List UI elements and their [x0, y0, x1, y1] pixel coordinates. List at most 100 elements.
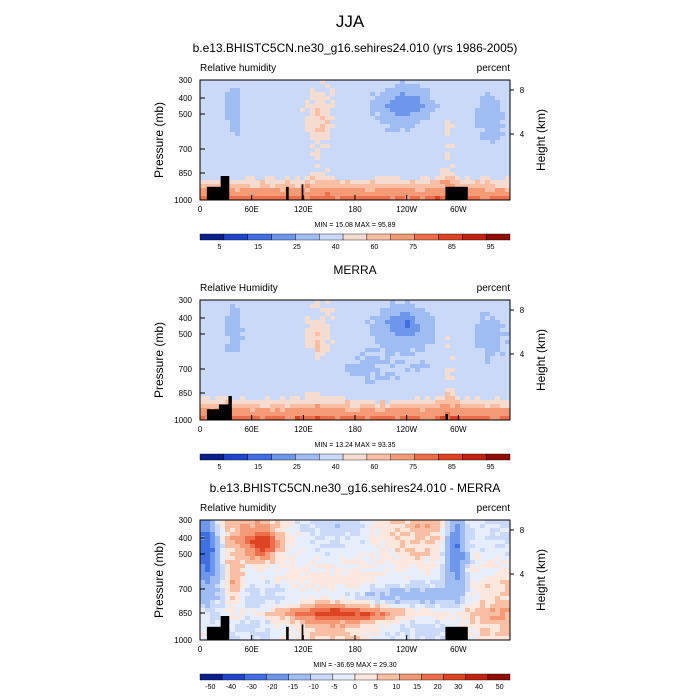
contour-cell: [365, 92, 371, 97]
contour-cell: [210, 524, 216, 529]
contour-cell: [360, 544, 366, 549]
contour-cell: [210, 336, 216, 341]
contour-cell: [360, 404, 366, 409]
contour-cell: [370, 524, 376, 529]
contour-cell: [390, 520, 396, 525]
contour-cell: [380, 572, 386, 577]
contour-cell: [425, 416, 431, 420]
contour-cell: [370, 176, 376, 181]
contour-cell: [395, 84, 401, 89]
contour-cell: [245, 144, 251, 149]
y-right-tick-label: 4: [520, 130, 525, 139]
contour-cell: [350, 576, 356, 581]
contour-cell: [200, 528, 206, 533]
contour-cell: [420, 100, 426, 105]
contour-cell: [420, 308, 426, 313]
contour-cell: [260, 104, 266, 109]
contour-cell: [430, 556, 436, 561]
contour-cell: [335, 388, 341, 393]
contour-cell: [295, 416, 301, 420]
contour-cell: [420, 128, 426, 133]
contour-cell: [270, 324, 276, 329]
contour-cell: [445, 112, 451, 117]
contour-cell: [325, 316, 331, 321]
contour-cell: [430, 356, 436, 361]
contour-cell: [285, 148, 291, 153]
contour-cell: [410, 372, 416, 377]
contour-cell: [415, 176, 421, 181]
contour-cell: [365, 412, 371, 417]
contour-cell: [275, 544, 281, 549]
contour-cell: [310, 196, 316, 200]
contour-cell: [215, 88, 221, 93]
contour-cell: [315, 376, 321, 381]
contour-cell: [505, 128, 510, 133]
contour-cell: [405, 328, 411, 333]
contour-cell: [365, 316, 371, 321]
contour-cell: [255, 104, 261, 109]
contour-cell: [340, 120, 346, 125]
contour-cell: [385, 544, 391, 549]
contour-cell: [490, 368, 496, 373]
contour-cell: [500, 104, 506, 109]
contour-cell: [260, 128, 266, 133]
contour-cell: [295, 96, 301, 101]
contour-cell: [255, 180, 261, 185]
contour-cell: [450, 372, 456, 377]
contour-cell: [320, 96, 326, 101]
contour-cell: [325, 416, 331, 420]
contour-cell: [500, 588, 506, 593]
contour-cell: [245, 356, 251, 361]
contour-cell: [280, 356, 286, 361]
contour-cell: [205, 324, 211, 329]
contour-cell: [340, 128, 346, 133]
contour-cell: [260, 112, 266, 117]
contour-cell: [270, 536, 276, 541]
contour-cell: [275, 404, 281, 409]
contour-cell: [450, 156, 456, 161]
contour-cell: [310, 556, 316, 561]
contour-cell: [385, 300, 391, 305]
contour-cell: [460, 588, 466, 593]
contour-cell: [460, 548, 466, 553]
contour-cell: [250, 128, 256, 133]
contour-cell: [325, 324, 331, 329]
contour-cell: [295, 396, 301, 401]
contour-cell: [465, 412, 471, 417]
contour-cell: [240, 316, 246, 321]
contour-cell: [375, 116, 381, 121]
contour-cell: [305, 88, 311, 93]
contour-cell: [265, 156, 271, 161]
contour-cell: [385, 176, 391, 181]
contour-cell: [260, 376, 266, 381]
contour-cell: [255, 376, 261, 381]
contour-cell: [370, 112, 376, 117]
contour-cell: [295, 300, 301, 305]
contour-cell: [460, 300, 466, 305]
contour-cell: [485, 320, 491, 325]
contour-cell: [465, 80, 471, 85]
contour-cell: [315, 172, 321, 177]
contour-cell: [250, 568, 256, 573]
contour-cell: [490, 520, 496, 525]
contour-cell: [200, 524, 206, 529]
contour-cell: [320, 332, 326, 337]
contour-cell: [480, 308, 486, 313]
contour-cell: [280, 308, 286, 313]
contour-cell: [400, 332, 406, 337]
contour-cell: [335, 380, 341, 385]
contour-cell: [285, 584, 291, 589]
contour-cell: [340, 84, 346, 89]
contour-cell: [505, 104, 510, 109]
contour-cell: [410, 360, 416, 365]
contour-cell: [275, 116, 281, 121]
contour-cell: [430, 528, 436, 533]
units-label: percent: [477, 283, 511, 294]
contour-cell: [375, 132, 381, 137]
contour-cell: [310, 416, 316, 420]
contour-cell: [230, 528, 236, 533]
contour-cell: [350, 580, 356, 585]
contour-cell: [505, 556, 510, 561]
contour-cell: [485, 116, 491, 121]
contour-cell: [480, 416, 486, 420]
